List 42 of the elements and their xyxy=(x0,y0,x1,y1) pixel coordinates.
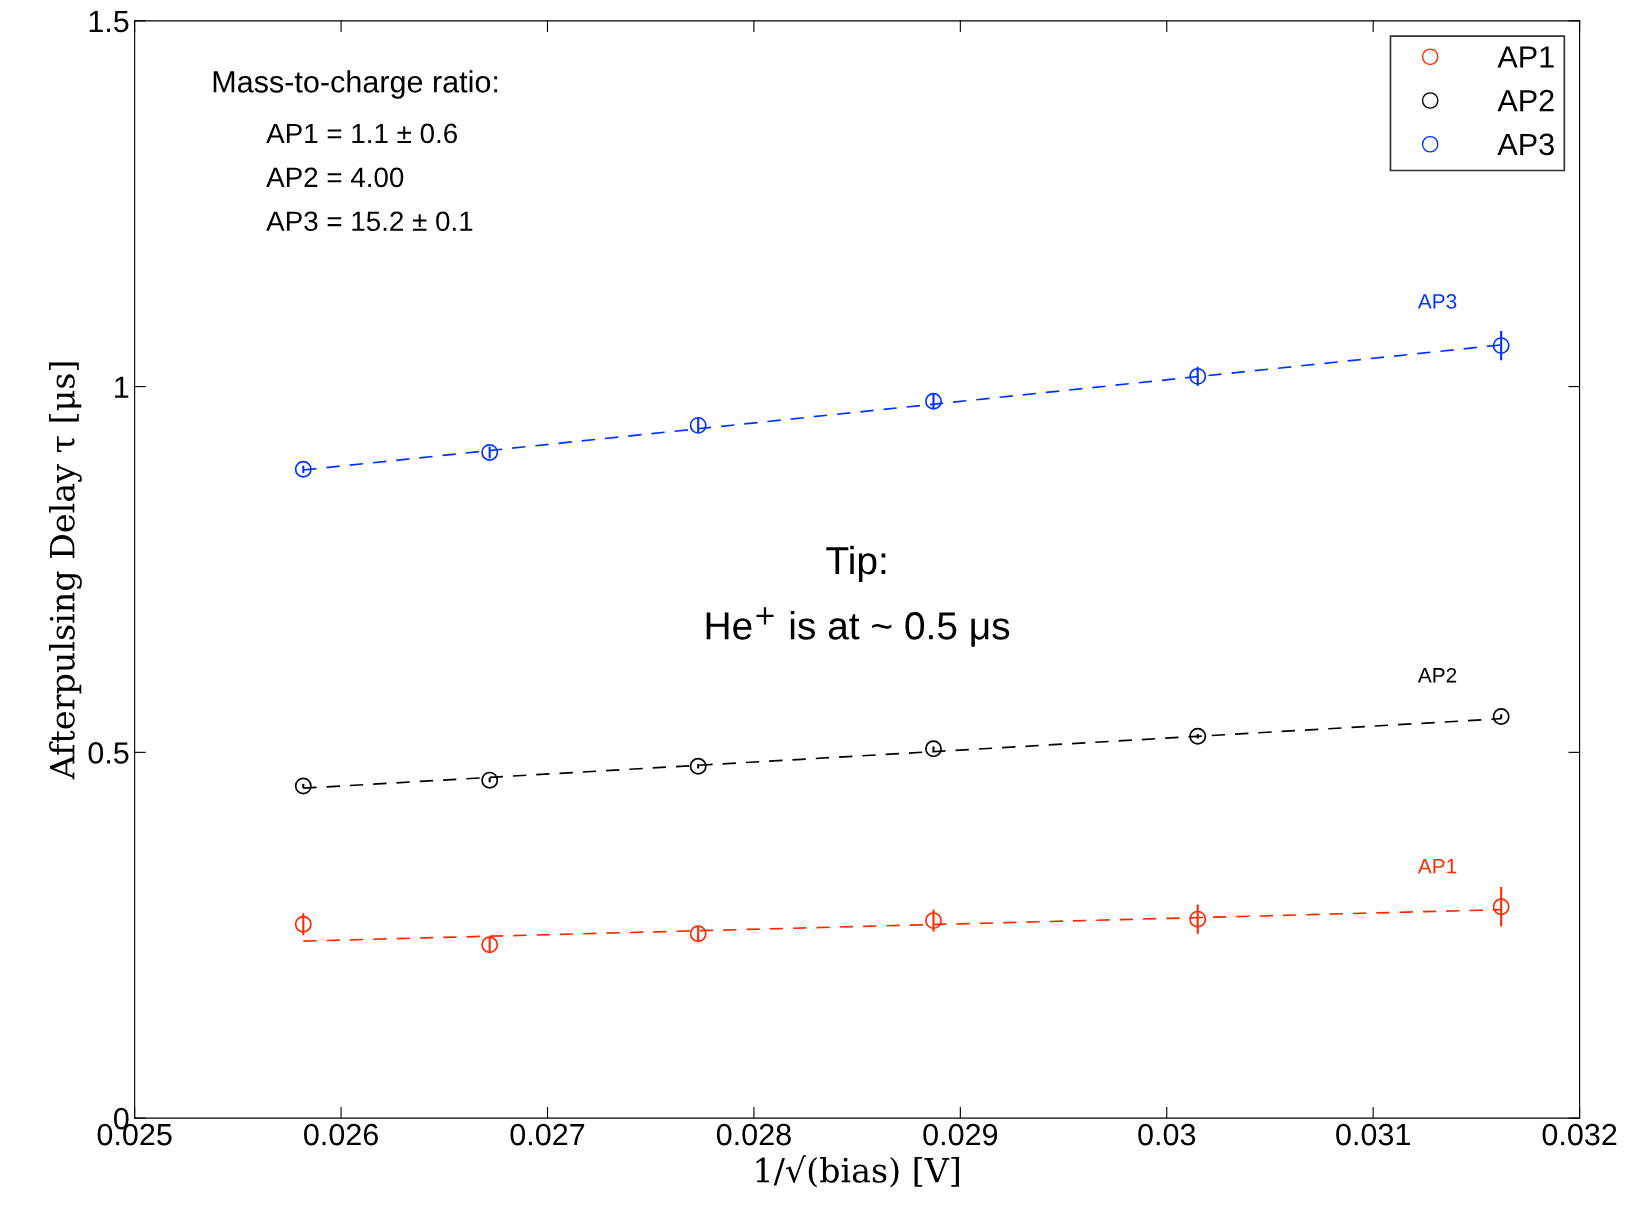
point xyxy=(925,740,942,758)
point xyxy=(481,936,499,954)
annotation: Tip: xyxy=(826,545,886,583)
series-label: AP3 xyxy=(1417,294,1457,309)
y-tick-label: 1 xyxy=(115,376,129,398)
point xyxy=(689,925,707,943)
annotation: He$^{+}$ is at ~ 0.5 μs xyxy=(706,607,1010,647)
point xyxy=(481,771,499,789)
annotation: AP3 = 15.2 ± 0.1 xyxy=(266,211,473,232)
point xyxy=(1189,910,1207,928)
point xyxy=(294,777,312,795)
point xyxy=(1492,708,1510,725)
point xyxy=(1492,337,1510,355)
x-tick-label: 0.027 xyxy=(510,1123,585,1146)
x-tick-label: 0.029 xyxy=(923,1123,998,1146)
x-tick-label: 0.03 xyxy=(1138,1123,1196,1146)
y-tick-label: 1.5 xyxy=(89,10,129,33)
y-axis-title: Afterpulsing Delay τ [μs] xyxy=(49,362,82,780)
point xyxy=(925,912,942,930)
annotation: AP2 = 4.00 xyxy=(266,167,404,188)
point xyxy=(1189,367,1207,385)
series-label: AP1 xyxy=(1417,859,1457,874)
point xyxy=(1492,898,1510,916)
annotation: Mass-to-charge ratio: xyxy=(213,70,498,99)
legend-label: AP1 xyxy=(1497,46,1554,68)
series-label: AP2 xyxy=(1417,667,1457,683)
point xyxy=(481,443,499,461)
x-tick-label: 0.026 xyxy=(304,1123,378,1146)
legend-label: AP3 xyxy=(1497,133,1554,156)
x-tick-label: 0.031 xyxy=(1336,1123,1410,1146)
point xyxy=(689,757,707,775)
point xyxy=(689,416,707,434)
x-tick-label: 0.032 xyxy=(1542,1123,1617,1146)
point xyxy=(294,460,312,478)
legend-label: AP2 xyxy=(1497,89,1554,112)
y-tick-label: 0.5 xyxy=(88,742,129,764)
x-axis-title: 1/√(bias) [V] xyxy=(756,1155,959,1188)
point xyxy=(925,392,942,410)
annotation: AP1 = 1.1 ± 0.6 xyxy=(266,123,457,144)
point xyxy=(294,915,312,933)
point xyxy=(1189,727,1207,745)
x-tick-label: 0.028 xyxy=(716,1123,791,1146)
